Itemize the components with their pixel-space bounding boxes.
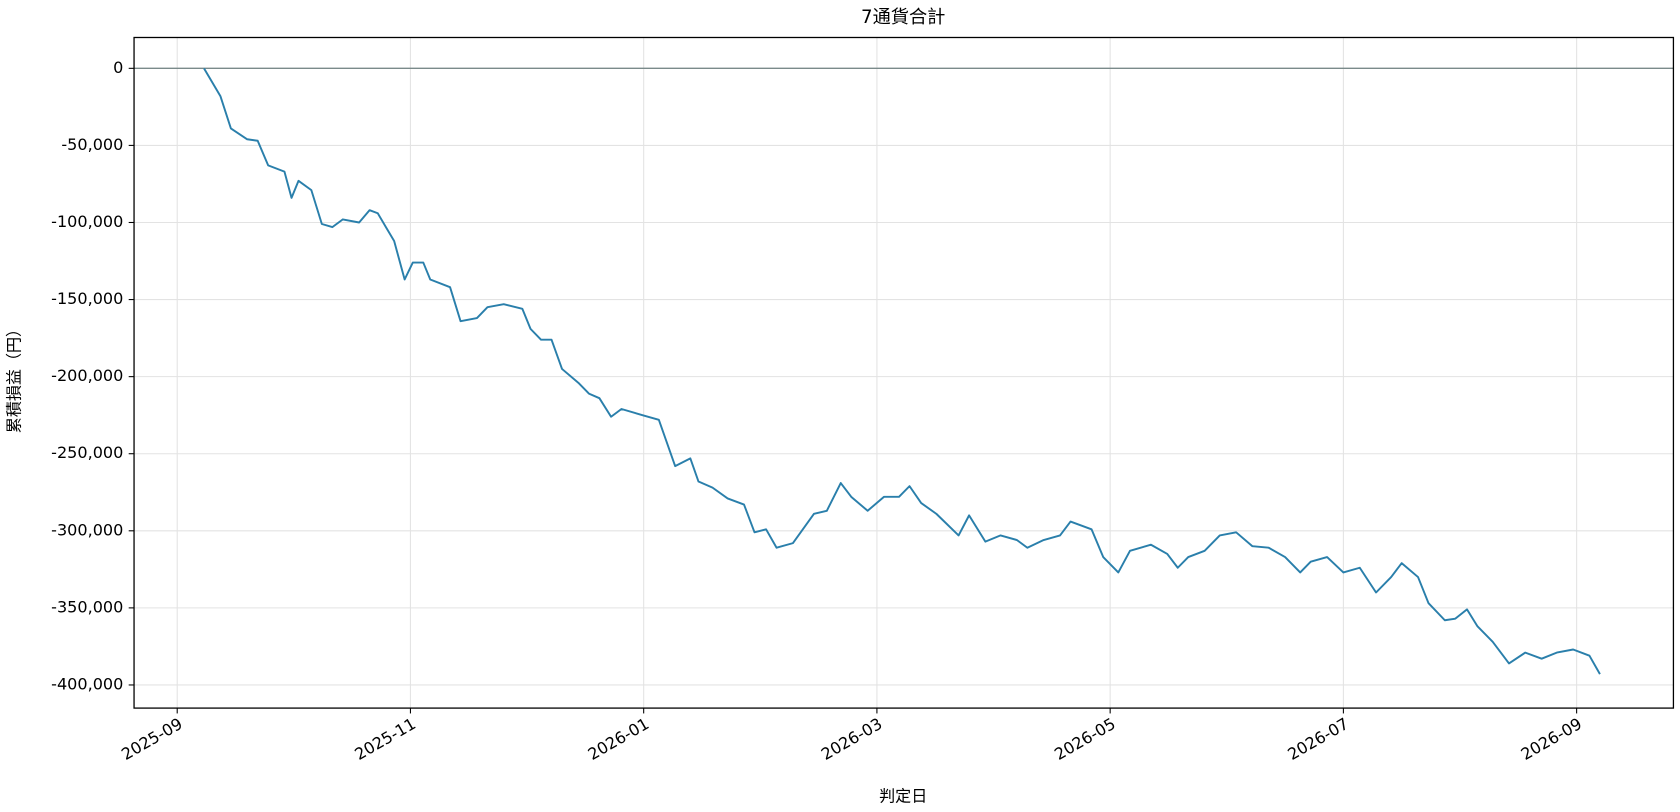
x-tick-label: 2026-01: [585, 714, 653, 764]
x-tick-label: 2025-11: [351, 714, 419, 764]
line-series: [203, 67, 1601, 675]
y-tick-label: -200,000: [51, 366, 123, 385]
chart-title: 7通貨合計: [861, 7, 945, 28]
y-tick-label: -400,000: [51, 674, 123, 693]
y-tick-label: -350,000: [51, 597, 123, 616]
y-tick-label: -150,000: [51, 289, 123, 308]
x-tick-label: 2026-09: [1518, 714, 1586, 764]
x-tick-label: 2025-09: [118, 714, 186, 764]
x-tick-label: 2026-07: [1284, 714, 1352, 764]
plot-frame: [133, 36, 1675, 709]
y-tick-label: -50,000: [61, 135, 123, 154]
y-axis-label: 累積損益（円）: [5, 321, 24, 433]
y-tick-label: -300,000: [51, 520, 123, 539]
y-tick-label: -100,000: [51, 212, 123, 231]
x-tick-label: 2026-05: [1051, 714, 1119, 764]
x-axis-label: 判定日: [879, 787, 927, 806]
y-tick-label: -250,000: [51, 443, 123, 462]
y-tick-label: 0: [113, 58, 123, 77]
x-tick-label: 2026-03: [818, 714, 886, 764]
